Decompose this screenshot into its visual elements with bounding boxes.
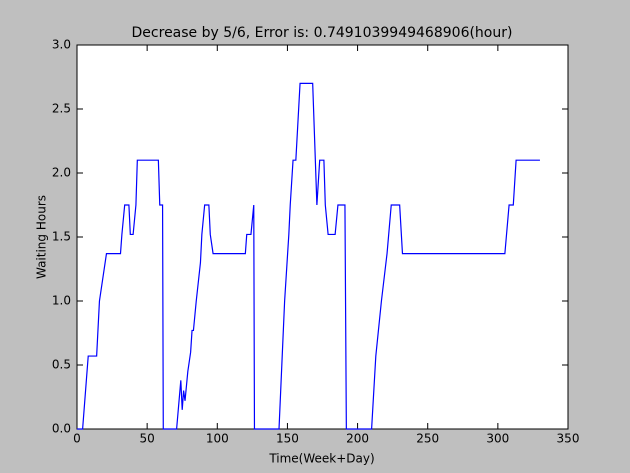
x-tick-label: 250 [416,432,439,446]
y-tick-label: 0.5 [52,358,71,372]
x-tick-label: 200 [346,432,369,446]
x-tick-label: 100 [206,432,229,446]
x-axis-label: Time(Week+Day) [268,452,374,466]
plot-area [76,44,569,430]
y-tick-label: 2.5 [52,102,71,116]
x-tick-label: 150 [276,432,299,446]
chart-title: Decrease by 5/6, Error is: 0.74910399494… [132,25,513,41]
y-tick-label: 1.5 [52,230,71,244]
x-tick-label: 350 [557,432,580,446]
y-tick-label: 1.0 [52,294,71,308]
y-tick-label: 3.0 [52,38,71,52]
data-line [77,82,540,430]
x-tick-label: 0 [73,432,81,446]
y-tick-label: 2.0 [52,166,71,180]
y-axis-label: Waiting Hours [35,195,49,279]
x-tick-label: 300 [486,432,509,446]
y-tick-label: 0.0 [52,422,71,436]
x-tick-label: 50 [140,432,155,446]
